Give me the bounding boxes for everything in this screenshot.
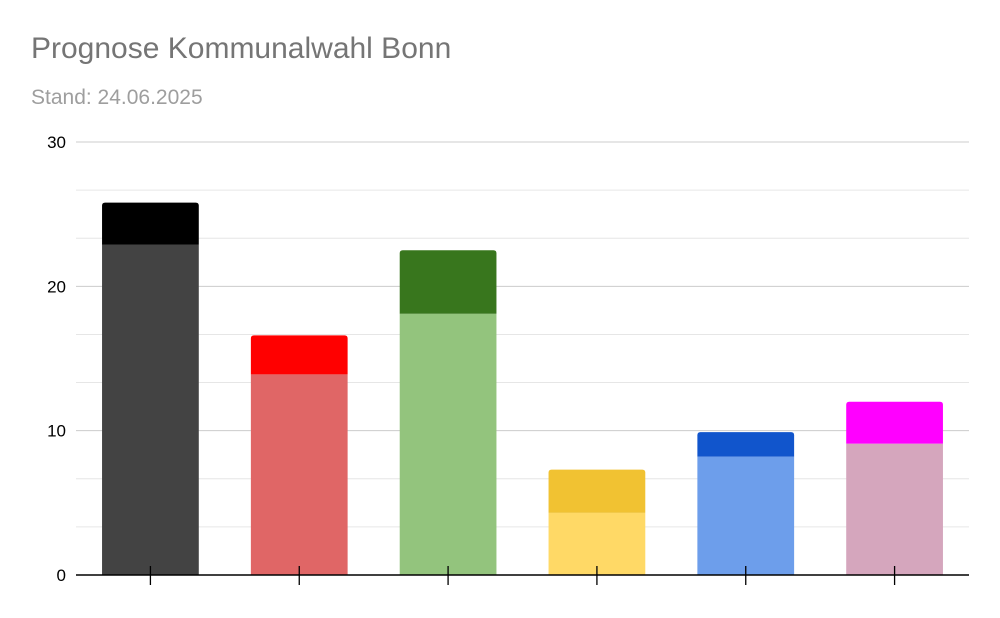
bar-segment-base xyxy=(548,512,646,575)
bar-segment-top xyxy=(250,335,348,375)
bar-segment-top xyxy=(548,469,646,513)
bar-segment-base xyxy=(102,244,199,575)
y-tick-label: 30 xyxy=(47,133,66,152)
bar-segment-top xyxy=(697,432,795,457)
bar-segment-top xyxy=(846,401,943,444)
chart-title: Prognose Kommunalwahl Bonn xyxy=(31,32,452,65)
bar-segment-base xyxy=(250,374,348,575)
y-tick-label: 0 xyxy=(57,566,66,585)
bar-segment-top xyxy=(399,250,497,314)
y-tick-label: 20 xyxy=(47,277,66,296)
bar-segment-top xyxy=(102,202,199,245)
bar-segment-base xyxy=(697,456,795,575)
bar-segment-base xyxy=(846,443,943,575)
chart-subtitle: Stand: 24.06.2025 xyxy=(31,86,203,109)
gridlines xyxy=(76,141,969,528)
bar-segment-base xyxy=(399,313,497,575)
y-tick-label: 10 xyxy=(47,422,66,441)
y-axis-tick-labels: 0 10 20 30 xyxy=(47,133,66,585)
x-axis xyxy=(76,566,969,585)
bars xyxy=(102,202,943,575)
